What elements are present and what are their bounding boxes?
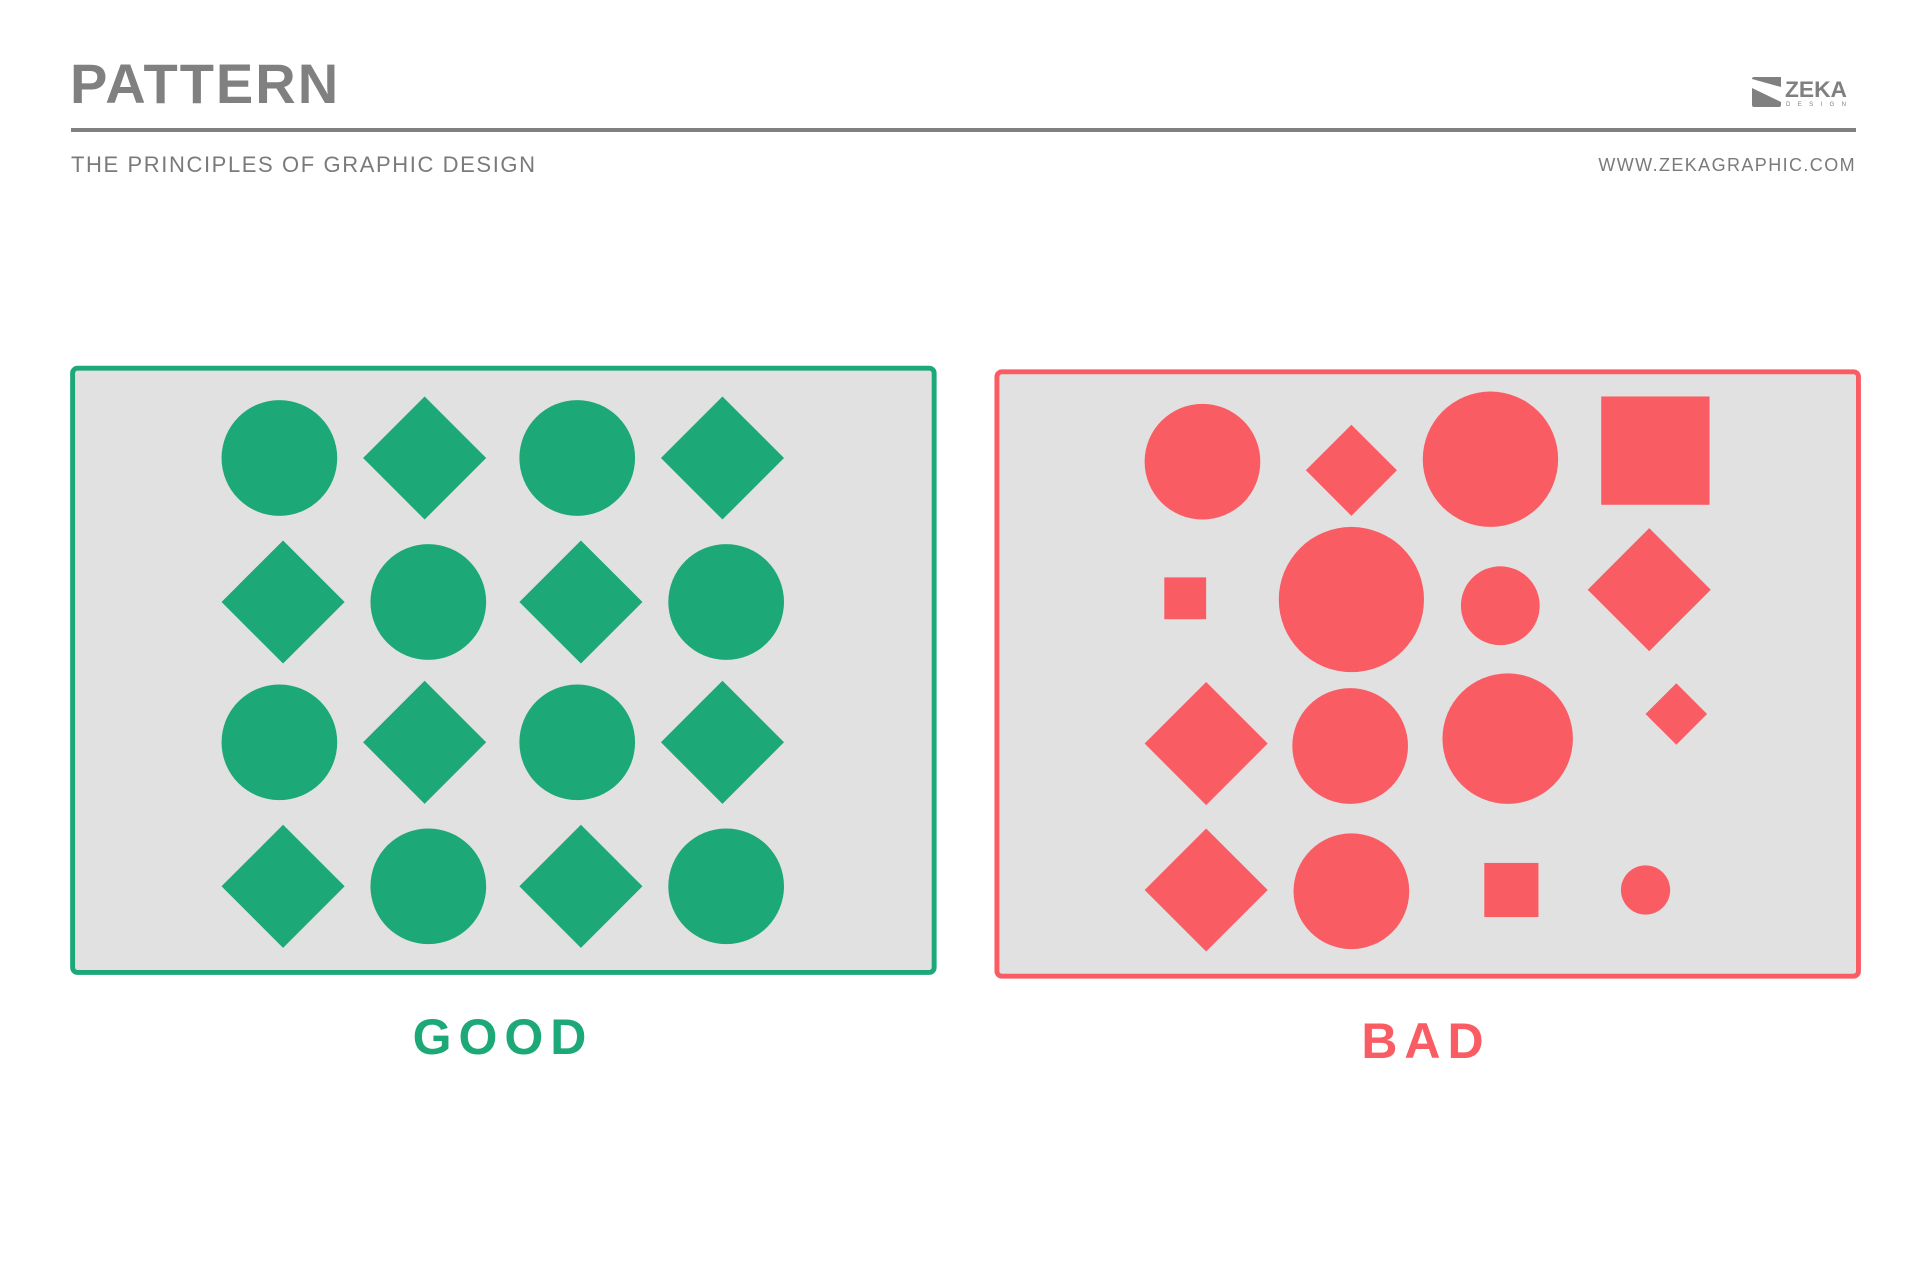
circle-shape [1460,566,1540,646]
circle-shape [1620,865,1671,915]
diamond-shape [519,824,643,948]
header-divider [71,128,1856,132]
circle-shape [1292,688,1408,804]
square-shape [1601,396,1710,505]
diamond-shape [1645,683,1708,745]
diamond-shape [1587,528,1711,652]
circle-shape [370,544,487,660]
circle-shape [519,684,636,801]
svg-text:ZEKA: ZEKA [1785,77,1847,102]
circle-shape [1442,673,1573,804]
bad-panel [994,369,1861,979]
square-shape [1164,577,1207,620]
bad-label: BAD [1361,1013,1491,1069]
diamond-shape [1305,424,1397,516]
circle-shape [668,828,784,945]
circle-shape [370,828,487,945]
circle-shape [1422,391,1559,527]
circle-shape [668,544,784,660]
good-panel [70,365,937,975]
circle-shape [1278,526,1424,673]
diamond-shape [221,540,345,664]
diamond-shape [660,680,784,804]
page-title: PATTERN [70,52,341,115]
diamond-shape [363,396,487,520]
diamond-shape [363,680,487,804]
circle-shape [519,400,636,516]
circle-shape [221,684,338,801]
square-shape [1484,862,1539,918]
circle-shape [1293,833,1410,950]
zeka-design-logo: ZEKA DESIGN [1752,77,1847,108]
website-url: WWW.ZEKAGRAPHIC.COM [1598,155,1856,175]
diamond-shape [221,824,345,948]
good-label: GOOD [412,1009,594,1065]
subtitle: THE PRINCIPLES OF GRAPHIC DESIGN [71,152,537,177]
circle-shape [1144,403,1261,520]
diamond-shape [519,540,643,664]
circle-shape [221,400,338,516]
diamond-shape [660,396,784,520]
